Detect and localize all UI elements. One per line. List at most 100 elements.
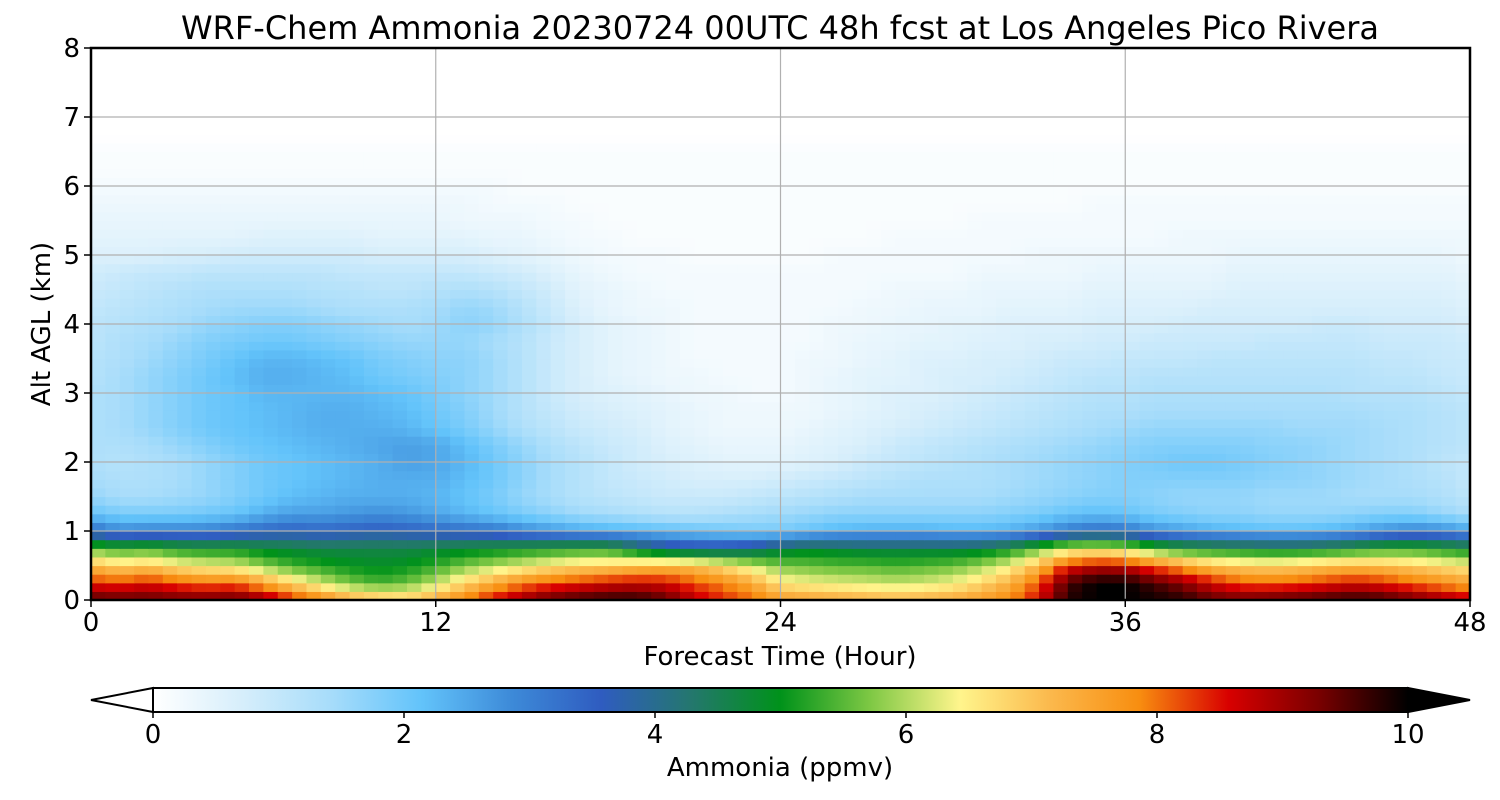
heatmap-cell — [952, 367, 968, 377]
heatmap-cell — [1283, 341, 1299, 351]
heatmap-cell — [292, 531, 308, 541]
heatmap-cell — [1268, 565, 1284, 575]
heatmap-cell — [277, 548, 293, 558]
heatmap-cell — [234, 418, 250, 429]
heatmap-cell — [392, 384, 408, 394]
heatmap-cell — [1039, 436, 1055, 446]
heatmap-cell — [679, 436, 695, 446]
heatmap-cell — [191, 393, 207, 403]
heatmap-cell — [938, 160, 954, 170]
heatmap-cell — [1024, 194, 1040, 204]
heatmap-cell — [507, 289, 523, 299]
heatmap-cell — [1010, 203, 1026, 213]
heatmap-cell — [794, 522, 810, 532]
heatmap-cell — [392, 531, 408, 541]
heatmap-cell — [234, 453, 250, 463]
heatmap-cell — [1168, 341, 1184, 351]
heatmap-cell — [1369, 211, 1385, 222]
heatmap-cell — [1010, 565, 1026, 575]
heatmap-cell — [1355, 177, 1371, 187]
heatmap-cell — [952, 349, 968, 360]
heatmap-cell — [550, 211, 566, 222]
heatmap-cell — [895, 332, 911, 342]
heatmap-cell — [392, 237, 408, 247]
heatmap-cell — [766, 375, 782, 385]
heatmap-cell — [852, 263, 868, 273]
heatmap-cell — [1311, 453, 1327, 463]
heatmap-cell — [1197, 186, 1213, 196]
heatmap-cell — [1355, 246, 1371, 256]
heatmap-cell — [809, 263, 825, 273]
heatmap-cell — [162, 401, 178, 411]
heatmap-cell — [1168, 289, 1184, 299]
heatmap-cell — [1254, 582, 1270, 592]
heatmap-cell — [550, 436, 566, 446]
heatmap-cell — [909, 539, 925, 549]
heatmap-cell — [536, 513, 552, 523]
heatmap-cell — [981, 341, 997, 351]
heatmap-cell — [837, 436, 853, 446]
heatmap-cell — [1024, 479, 1040, 489]
heatmap-cell — [421, 306, 437, 316]
heatmap-cell — [837, 505, 853, 515]
heatmap-cell — [1168, 246, 1184, 256]
heatmap-cell — [306, 272, 322, 282]
heatmap-cell — [349, 263, 365, 273]
heatmap-cell — [191, 315, 207, 325]
heatmap-cell — [924, 531, 940, 541]
heatmap-cell — [1326, 496, 1342, 506]
heatmap-cell — [579, 522, 595, 532]
heatmap-cell — [507, 358, 523, 368]
heatmap-cell — [852, 401, 868, 411]
heatmap-cell — [866, 574, 882, 584]
heatmap-cell — [1441, 393, 1457, 403]
heatmap-cell — [1283, 177, 1299, 187]
heatmap-cell — [1355, 496, 1371, 506]
heatmap-cell — [1067, 427, 1083, 437]
heatmap-cell — [809, 401, 825, 411]
heatmap-cell — [1067, 462, 1083, 472]
heatmap-cell — [550, 289, 566, 299]
heatmap-cell — [723, 505, 738, 515]
heatmap-cell — [277, 470, 293, 480]
heatmap-cell — [335, 177, 351, 187]
heatmap-cell — [938, 375, 954, 385]
heatmap-cell — [608, 160, 624, 170]
heatmap-cell — [421, 177, 437, 187]
heatmap-cell — [852, 358, 868, 368]
heatmap-cell — [536, 177, 552, 187]
heatmap-cell — [1326, 349, 1342, 360]
heatmap-cell — [737, 349, 753, 360]
heatmap-cell — [794, 410, 810, 420]
heatmap-cell — [134, 160, 150, 170]
heatmap-cell — [148, 349, 164, 360]
heatmap-cell — [679, 462, 695, 472]
heatmap-cell — [723, 229, 738, 239]
heatmap-cell — [1067, 470, 1083, 480]
heatmap-cell — [91, 168, 106, 178]
heatmap-cell — [1039, 531, 1055, 541]
heatmap-cell — [1441, 194, 1457, 204]
heatmap-cell — [794, 367, 810, 377]
heatmap-cell — [1211, 582, 1227, 592]
heatmap-cell — [1297, 151, 1313, 161]
heatmap-cell — [105, 462, 121, 472]
heatmap-cell — [1383, 255, 1399, 265]
heatmap-cell — [694, 479, 710, 489]
heatmap-cell — [1125, 151, 1141, 161]
heatmap-cell — [1268, 410, 1284, 420]
heatmap-cell — [521, 237, 537, 247]
heatmap-cell — [177, 462, 193, 472]
heatmap-cell — [837, 591, 853, 600]
heatmap-cell — [205, 427, 221, 437]
heatmap-cell — [1153, 306, 1169, 316]
heatmap-cell — [320, 505, 336, 515]
heatmap-cell — [1283, 168, 1299, 178]
heatmap-cell — [794, 539, 810, 549]
heatmap-cell — [636, 582, 652, 592]
heatmap-cell — [450, 453, 466, 463]
heatmap-cell — [608, 306, 624, 316]
heatmap-cell — [694, 186, 710, 196]
heatmap-cell — [205, 168, 221, 178]
heatmap-cell — [1369, 591, 1385, 600]
